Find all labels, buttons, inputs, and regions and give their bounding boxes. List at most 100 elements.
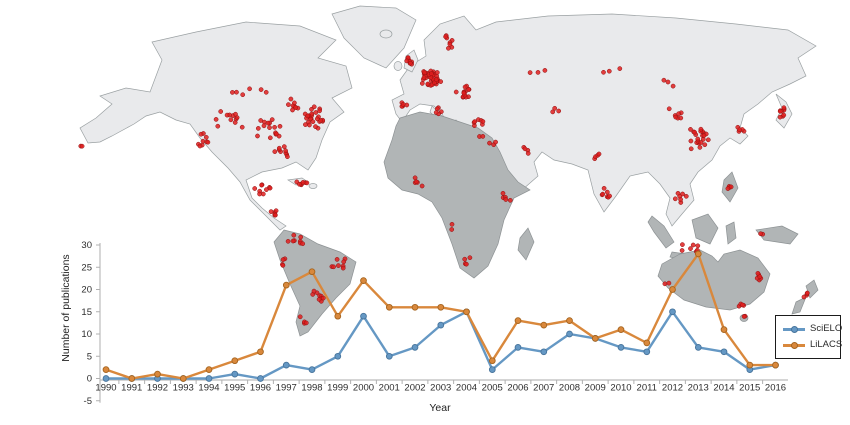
legend-label-lilacs: LiLACS (810, 339, 843, 350)
data-point-scielo-1999 (334, 352, 342, 360)
map-dot (267, 125, 272, 130)
x-tick-label-1992: 1992 (147, 383, 168, 394)
data-point-lilacs-2015 (746, 361, 754, 369)
map-dot (313, 110, 319, 115)
map-dot (737, 127, 742, 133)
data-point-lilacs-2004 (463, 308, 470, 316)
map-dot (303, 122, 308, 127)
x-tick-label-2014: 2014 (713, 383, 734, 394)
data-point-scielo-2001 (385, 352, 393, 360)
x-tick-label-1993: 1993 (173, 383, 194, 394)
map-dot (263, 89, 269, 95)
map-dot (233, 111, 238, 117)
map-dot (239, 124, 245, 130)
x-tick-label-1991: 1991 (121, 383, 142, 394)
map-dot (527, 70, 533, 75)
y-tick-label-10: 10 (81, 329, 92, 340)
data-point-lilacs-1990 (102, 366, 110, 373)
legend-label-scielo: SciELO (810, 323, 843, 334)
data-point-scielo-2013 (694, 344, 702, 351)
map-dot (596, 151, 602, 157)
data-point-scielo-2003 (437, 321, 445, 329)
map-dot (419, 81, 425, 86)
x-tick-label-2016: 2016 (765, 383, 786, 394)
map-dot (695, 136, 701, 142)
map-dot (331, 264, 336, 270)
map-dot (224, 112, 230, 118)
map-dot (215, 123, 221, 129)
map-dot (525, 151, 531, 156)
island-sulawesi (725, 221, 737, 245)
map-dot (290, 238, 296, 244)
map-dot (666, 106, 672, 112)
map-dot (697, 145, 703, 150)
map-dot (255, 133, 260, 139)
island-borneo (691, 213, 719, 245)
map-dot (272, 149, 278, 154)
x-tick-label-2011: 2011 (637, 383, 657, 394)
x-tick-label-1999: 1999 (327, 383, 348, 394)
legend-item-scielo: SciELO (783, 321, 842, 337)
map-dot (422, 70, 427, 75)
chart-legend: SciELO LiLACS (775, 315, 843, 359)
map-dot (79, 143, 85, 149)
map-dot (678, 197, 683, 202)
map-dot (446, 45, 451, 51)
map-dot (198, 131, 204, 137)
data-point-lilacs-1997 (282, 281, 290, 289)
map-dot (804, 290, 810, 296)
x-tick-label-2006: 2006 (507, 383, 528, 394)
x-tick-label-1996: 1996 (250, 383, 271, 394)
map-dot (285, 154, 290, 160)
map-dot (661, 77, 667, 83)
x-tick-label-1994: 1994 (198, 383, 219, 394)
island-ireland (393, 61, 403, 71)
map-dot (404, 58, 410, 64)
data-point-lilacs-2009 (591, 335, 599, 342)
data-point-scielo-2012 (669, 308, 676, 316)
map-dot (600, 191, 606, 197)
data-point-lilacs-1999 (334, 312, 342, 320)
map-dot (462, 84, 468, 90)
map-dot (666, 280, 672, 286)
map-dot (781, 112, 787, 118)
island-greenland (331, 5, 417, 69)
data-point-lilacs-2000 (360, 277, 367, 284)
map-dot (433, 110, 439, 115)
data-point-scielo-2006 (514, 344, 522, 351)
y-tick-label-5: 5 (87, 351, 92, 362)
map-dot (507, 197, 513, 203)
x-tick-label-2009: 2009 (585, 383, 606, 394)
map-dot (408, 60, 413, 66)
y-tick-label-25: 25 (81, 262, 92, 273)
y-tick-label-20: 20 (81, 285, 92, 296)
y-tick-label-30: 30 (81, 240, 92, 251)
map-dot (203, 134, 209, 140)
data-point-lilacs-2002 (411, 303, 419, 311)
map-dot (601, 185, 607, 191)
map-dot (480, 134, 486, 139)
x-tick-label-2007: 2007 (533, 383, 554, 394)
map-dot (288, 96, 294, 102)
map-dot (467, 255, 473, 261)
map-dot (247, 86, 252, 92)
map-dot (290, 107, 295, 113)
data-point-lilacs-2012 (669, 286, 676, 293)
data-point-lilacs-2001 (385, 303, 393, 311)
map-dot (781, 105, 787, 111)
data-point-lilacs-1992 (154, 370, 161, 378)
map-dot (606, 68, 612, 74)
map-dot (777, 114, 783, 120)
x-tick-label-2000: 2000 (353, 383, 374, 394)
data-point-lilacs-2014 (720, 326, 728, 333)
continent-africa (383, 111, 531, 279)
map-dot (274, 131, 279, 137)
map-dot (316, 297, 322, 302)
map-dot (300, 180, 306, 185)
x-tick-label-1990: 1990 (95, 383, 116, 394)
map-dot (340, 265, 346, 271)
data-point-scielo-2010 (617, 344, 625, 351)
